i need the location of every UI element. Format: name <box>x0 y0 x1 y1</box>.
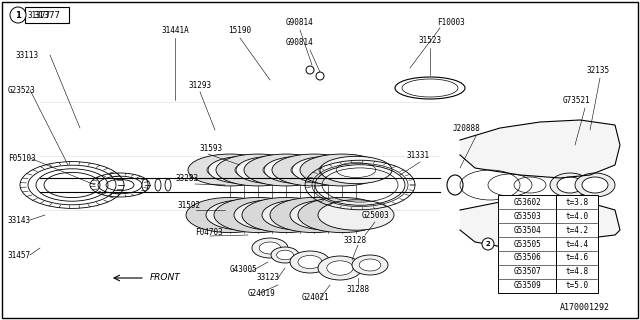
Bar <box>498 195 598 293</box>
Text: G53602: G53602 <box>513 197 541 206</box>
Ellipse shape <box>242 197 330 233</box>
Ellipse shape <box>575 173 615 197</box>
Text: F04703: F04703 <box>195 228 223 236</box>
Ellipse shape <box>359 259 381 271</box>
Ellipse shape <box>155 179 161 191</box>
Ellipse shape <box>308 163 348 178</box>
Text: 33283: 33283 <box>175 173 198 182</box>
Text: J20888: J20888 <box>452 124 480 132</box>
Ellipse shape <box>165 179 171 191</box>
Text: G24021: G24021 <box>301 293 329 302</box>
Text: 31592: 31592 <box>178 201 201 210</box>
Ellipse shape <box>186 197 274 233</box>
Text: 31457: 31457 <box>8 251 31 260</box>
Ellipse shape <box>298 255 322 268</box>
Text: F10003: F10003 <box>437 18 465 27</box>
Text: 33128: 33128 <box>344 236 367 244</box>
Ellipse shape <box>318 200 394 230</box>
Ellipse shape <box>224 163 264 178</box>
Ellipse shape <box>252 238 288 258</box>
Text: t=4.6: t=4.6 <box>565 253 589 262</box>
Ellipse shape <box>318 256 362 280</box>
Text: 31331: 31331 <box>407 150 430 159</box>
Ellipse shape <box>235 161 281 179</box>
Ellipse shape <box>259 242 281 254</box>
Ellipse shape <box>208 156 280 184</box>
Text: G53505: G53505 <box>513 239 541 249</box>
Ellipse shape <box>263 161 309 179</box>
Text: G53506: G53506 <box>513 253 541 262</box>
Text: t=4.0: t=4.0 <box>565 212 589 220</box>
Ellipse shape <box>290 251 330 273</box>
Text: G90814: G90814 <box>286 37 314 46</box>
Ellipse shape <box>280 163 320 178</box>
Ellipse shape <box>188 154 272 186</box>
Ellipse shape <box>300 154 384 186</box>
Text: G53507: G53507 <box>513 268 541 276</box>
Text: G53504: G53504 <box>513 226 541 235</box>
Ellipse shape <box>244 154 328 186</box>
Circle shape <box>482 238 494 250</box>
Ellipse shape <box>264 156 336 184</box>
Text: 31377: 31377 <box>28 11 51 20</box>
Text: 1: 1 <box>15 11 21 20</box>
Text: F05103: F05103 <box>8 154 36 163</box>
Text: FRONT: FRONT <box>150 274 180 283</box>
Text: 31377: 31377 <box>33 11 60 20</box>
FancyBboxPatch shape <box>25 7 69 23</box>
Ellipse shape <box>550 173 590 197</box>
Text: t=5.0: t=5.0 <box>565 282 589 291</box>
Text: 2: 2 <box>486 241 490 247</box>
Ellipse shape <box>352 255 388 275</box>
Ellipse shape <box>270 197 358 233</box>
Ellipse shape <box>292 156 364 184</box>
Ellipse shape <box>252 163 292 178</box>
Text: 31523: 31523 <box>419 36 442 44</box>
Ellipse shape <box>206 200 282 230</box>
Ellipse shape <box>271 247 299 263</box>
Text: G53509: G53509 <box>513 282 541 291</box>
Text: G73521: G73521 <box>563 95 590 105</box>
Text: t=4.8: t=4.8 <box>565 268 589 276</box>
Text: 33143: 33143 <box>8 215 31 225</box>
Text: t=4.4: t=4.4 <box>565 239 589 249</box>
Text: 31288: 31288 <box>346 285 369 294</box>
Ellipse shape <box>320 156 392 184</box>
Ellipse shape <box>262 200 338 230</box>
Text: 15190: 15190 <box>228 26 252 35</box>
Text: G23523: G23523 <box>8 85 36 94</box>
Text: 33113: 33113 <box>16 51 39 60</box>
Ellipse shape <box>216 154 300 186</box>
Text: A170001292: A170001292 <box>560 303 610 312</box>
Ellipse shape <box>272 154 356 186</box>
Ellipse shape <box>327 261 353 275</box>
Ellipse shape <box>142 179 148 191</box>
Ellipse shape <box>290 200 366 230</box>
Text: 31293: 31293 <box>188 81 212 90</box>
Text: t=4.2: t=4.2 <box>565 226 589 235</box>
Polygon shape <box>460 120 620 250</box>
Ellipse shape <box>207 161 253 179</box>
Text: 32135: 32135 <box>587 66 610 75</box>
Ellipse shape <box>582 177 608 193</box>
Circle shape <box>10 7 26 23</box>
Text: G53503: G53503 <box>513 212 541 220</box>
Ellipse shape <box>319 161 365 179</box>
Ellipse shape <box>234 200 310 230</box>
Ellipse shape <box>557 177 583 193</box>
Ellipse shape <box>291 161 337 179</box>
Ellipse shape <box>298 197 386 233</box>
Text: G43005: G43005 <box>230 266 258 275</box>
Ellipse shape <box>236 156 308 184</box>
Text: 33123: 33123 <box>257 274 280 283</box>
Text: 31593: 31593 <box>200 143 223 153</box>
Text: G90814: G90814 <box>286 18 314 27</box>
Ellipse shape <box>214 197 302 233</box>
Ellipse shape <box>336 163 376 178</box>
Text: 31441A: 31441A <box>161 26 189 35</box>
Ellipse shape <box>276 250 293 260</box>
Text: t=3.8: t=3.8 <box>565 197 589 206</box>
Text: G25003: G25003 <box>361 211 389 220</box>
Text: G24019: G24019 <box>248 289 276 298</box>
